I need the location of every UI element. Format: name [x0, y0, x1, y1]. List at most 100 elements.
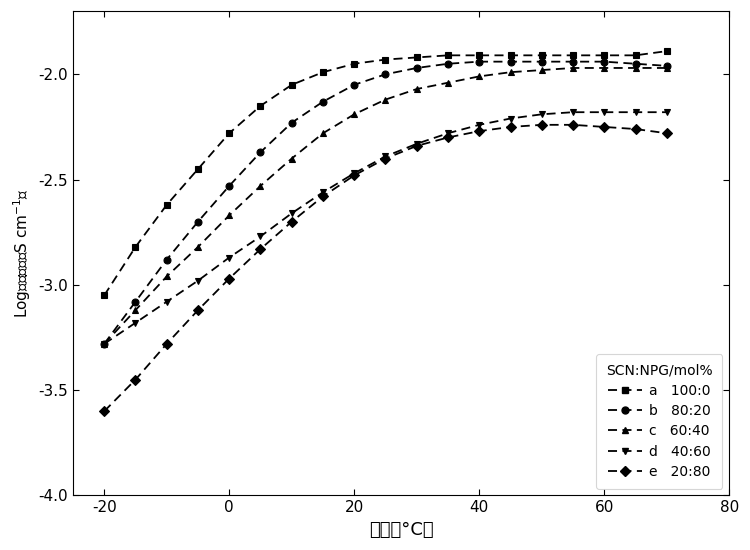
e   20:80: [381, 155, 390, 162]
a   100:0: [162, 201, 171, 208]
d   40:60: [568, 109, 578, 116]
a   100:0: [256, 103, 265, 109]
d   40:60: [381, 153, 390, 159]
e   20:80: [662, 130, 671, 136]
d   40:60: [537, 111, 546, 118]
a   100:0: [506, 52, 515, 59]
b   80:20: [162, 256, 171, 263]
c   60:40: [631, 65, 640, 72]
c   60:40: [443, 79, 452, 86]
b   80:20: [256, 149, 265, 156]
b   80:20: [319, 98, 328, 105]
d   40:60: [443, 130, 452, 136]
Line: e   20:80: e 20:80: [100, 122, 670, 415]
d   40:60: [100, 340, 109, 347]
Line: c   60:40: c 60:40: [100, 64, 670, 347]
b   80:20: [443, 60, 452, 67]
b   80:20: [631, 60, 640, 67]
a   100:0: [194, 166, 202, 172]
e   20:80: [131, 376, 140, 383]
b   80:20: [100, 340, 109, 347]
c   60:40: [475, 73, 484, 80]
c   60:40: [537, 67, 546, 73]
c   60:40: [662, 65, 671, 72]
e   20:80: [631, 126, 640, 133]
a   100:0: [600, 52, 609, 59]
d   40:60: [194, 277, 202, 284]
d   40:60: [287, 210, 296, 217]
a   100:0: [381, 56, 390, 63]
c   60:40: [131, 307, 140, 314]
d   40:60: [631, 109, 640, 116]
e   20:80: [100, 408, 109, 415]
e   20:80: [443, 134, 452, 141]
b   80:20: [475, 58, 484, 65]
Line: d   40:60: d 40:60: [100, 109, 670, 347]
a   100:0: [350, 60, 358, 67]
c   60:40: [194, 244, 202, 250]
d   40:60: [413, 140, 422, 147]
Y-axis label: Log（电导率／S cm$^{-1}$）: Log（电导率／S cm$^{-1}$）: [11, 189, 33, 318]
a   100:0: [443, 52, 452, 59]
b   80:20: [506, 58, 515, 65]
d   40:60: [256, 233, 265, 240]
c   60:40: [600, 65, 609, 72]
c   60:40: [256, 183, 265, 189]
d   40:60: [225, 254, 234, 261]
e   20:80: [600, 124, 609, 130]
e   20:80: [475, 128, 484, 134]
e   20:80: [287, 218, 296, 225]
d   40:60: [319, 189, 328, 195]
a   100:0: [225, 130, 234, 136]
c   60:40: [162, 273, 171, 280]
c   60:40: [381, 96, 390, 103]
b   80:20: [131, 299, 140, 305]
c   60:40: [287, 155, 296, 162]
e   20:80: [537, 122, 546, 128]
a   100:0: [319, 69, 328, 75]
a   100:0: [662, 48, 671, 54]
a   100:0: [537, 52, 546, 59]
c   60:40: [506, 69, 515, 75]
b   80:20: [568, 58, 578, 65]
b   80:20: [194, 218, 202, 225]
a   100:0: [631, 52, 640, 59]
d   40:60: [475, 122, 484, 128]
a   100:0: [475, 52, 484, 59]
b   80:20: [600, 58, 609, 65]
c   60:40: [568, 65, 578, 72]
e   20:80: [162, 340, 171, 347]
b   80:20: [225, 183, 234, 189]
d   40:60: [131, 320, 140, 326]
c   60:40: [225, 212, 234, 219]
c   60:40: [350, 111, 358, 118]
d   40:60: [600, 109, 609, 116]
b   80:20: [662, 63, 671, 69]
X-axis label: 温度（°C）: 温度（°C）: [369, 521, 434, 539]
a   100:0: [287, 81, 296, 88]
b   80:20: [537, 58, 546, 65]
a   100:0: [568, 52, 578, 59]
b   80:20: [287, 119, 296, 126]
a   100:0: [131, 244, 140, 250]
e   20:80: [350, 172, 358, 179]
d   40:60: [162, 299, 171, 305]
c   60:40: [100, 340, 109, 347]
a   100:0: [100, 292, 109, 299]
d   40:60: [350, 170, 358, 177]
e   20:80: [225, 275, 234, 282]
a   100:0: [413, 54, 422, 60]
e   20:80: [506, 124, 515, 130]
b   80:20: [350, 81, 358, 88]
c   60:40: [413, 86, 422, 92]
e   20:80: [413, 142, 422, 149]
e   20:80: [319, 193, 328, 200]
b   80:20: [413, 65, 422, 72]
b   80:20: [381, 71, 390, 78]
Line: b   80:20: b 80:20: [100, 58, 670, 347]
e   20:80: [194, 307, 202, 314]
d   40:60: [662, 109, 671, 116]
d   40:60: [506, 115, 515, 122]
e   20:80: [568, 122, 578, 128]
Line: a   100:0: a 100:0: [100, 48, 670, 299]
